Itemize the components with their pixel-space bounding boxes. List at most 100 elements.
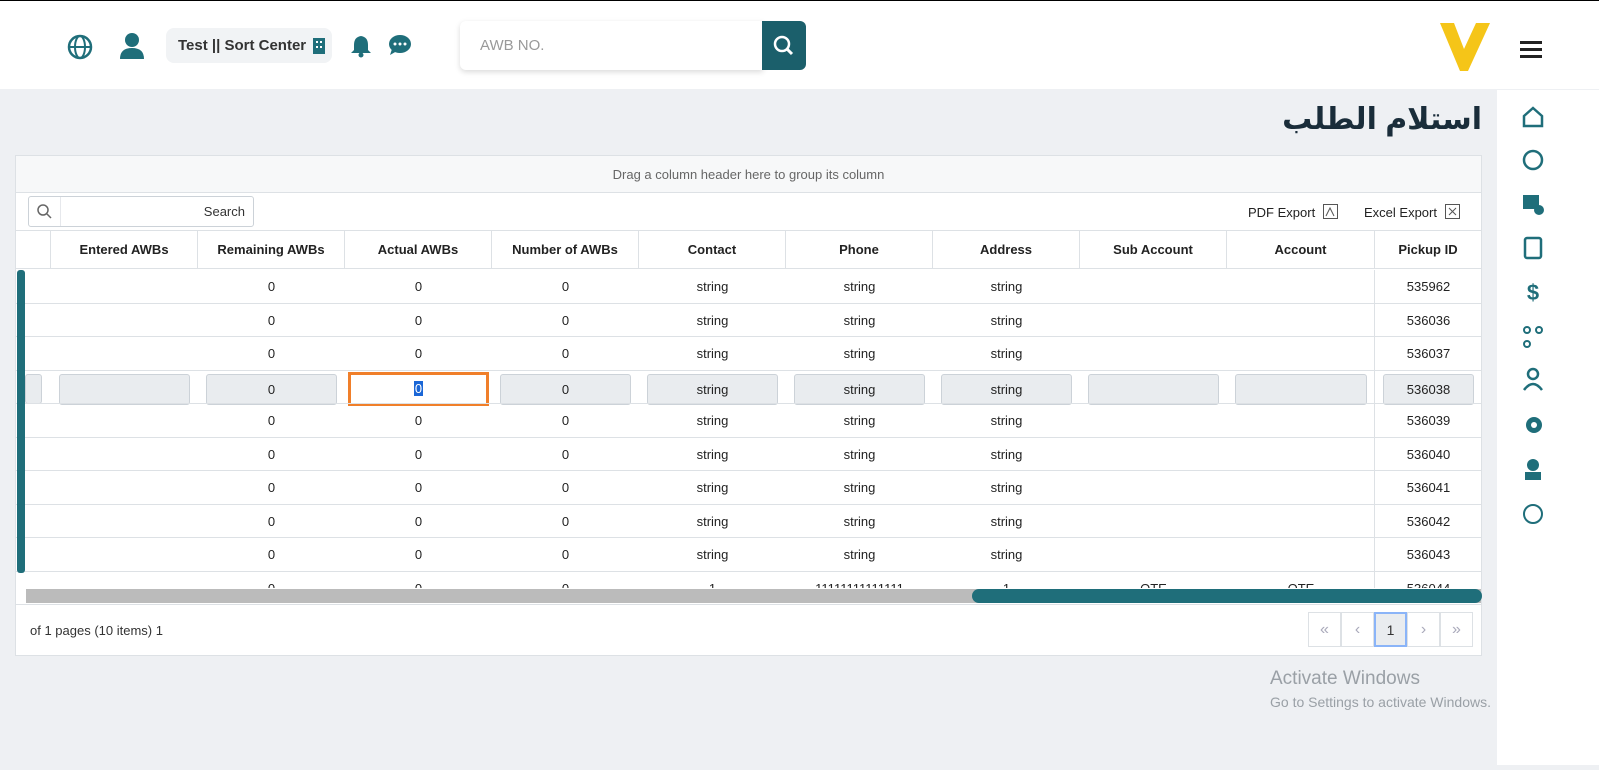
grid-cell: 0 (414, 513, 423, 529)
column-header[interactable]: Number of AWBs (492, 231, 639, 268)
building-icon (313, 37, 326, 54)
grid-cell: string (990, 547, 1023, 563)
search-icon (773, 35, 794, 56)
column-header[interactable]: Account (1227, 231, 1375, 268)
globe-icon[interactable] (66, 33, 94, 61)
grid-cell: string (696, 513, 729, 529)
page-button-active[interactable]: 1 (1374, 612, 1407, 647)
page-button[interactable]: » (1440, 612, 1473, 647)
grid-cell: 0 (561, 513, 570, 529)
edit-input[interactable]: string (941, 373, 1072, 405)
header-cell (26, 231, 51, 268)
page-button[interactable]: ‹ (1341, 612, 1374, 647)
column-header[interactable]: Actual AWBs (345, 231, 492, 268)
grid-cell: string (696, 413, 729, 429)
edit-input[interactable] (25, 373, 42, 404)
search-icon (37, 197, 61, 226)
row-separator (16, 403, 1481, 404)
grid-cell: string (696, 547, 729, 563)
row-separator (16, 336, 1481, 337)
row-separator (16, 302, 1481, 304)
awb-search[interactable]: AWB NO. (460, 21, 763, 70)
grid-cell: string (843, 413, 876, 429)
grid-search[interactable]: Search (28, 196, 254, 227)
search-button[interactable] (762, 21, 806, 70)
grid-cell: 536041 (1406, 480, 1451, 496)
excel-icon (1444, 204, 1460, 219)
grid-cell: string (843, 279, 876, 295)
edit-input[interactable] (59, 373, 190, 405)
grid-cell: 0 (198, 572, 345, 588)
pickup-separator (1374, 270, 1375, 588)
grid-cell: QTE (1227, 572, 1375, 588)
grid-body: 0 0 0 string string string 535962 0 0 0 string stri… (16, 270, 1481, 588)
chat-icon[interactable] (388, 34, 412, 56)
edit-input[interactable] (1088, 373, 1219, 405)
page-button[interactable]: « (1308, 612, 1341, 647)
pdf-export[interactable]: PDF Export (1248, 204, 1339, 220)
vertical-scrollbar[interactable] (17, 270, 25, 573)
pager-summary: of 1 pages (10 items) 1 (30, 623, 163, 638)
logo[interactable] (1438, 19, 1492, 73)
grid-cell: string (696, 279, 729, 295)
grid-cell: 0 (414, 446, 423, 462)
grid-cell: 0 (561, 279, 570, 295)
edit-input[interactable] (1235, 373, 1367, 405)
pdf-export-label: PDF Export (1248, 204, 1316, 220)
grid-cell: 535962 (1406, 279, 1451, 295)
column-header[interactable]: Remaining AWBs (198, 231, 345, 268)
edit-input[interactable]: string (647, 373, 778, 405)
bell-icon[interactable] (350, 34, 372, 58)
edit-input[interactable]: 0 (206, 373, 337, 405)
user-icon[interactable] (119, 32, 145, 60)
column-header[interactable]: Sub Account (1080, 231, 1227, 268)
grid-cell: 0 (267, 413, 276, 429)
grid-cell: 0 (414, 346, 423, 362)
grid-cell: 11111111111111 (786, 572, 933, 588)
grid-cell: 536044 (1375, 572, 1481, 588)
grid-cell: 0 (561, 413, 570, 429)
group-panel: Drag a column header here to group its c… (16, 156, 1481, 193)
grid-cell: 0 (414, 480, 423, 496)
org-name: Test || Sort Center (178, 37, 307, 54)
excel-export[interactable]: Excel Export (1364, 204, 1461, 220)
search-placeholder: AWB NO. (480, 37, 545, 54)
grid-cell: 536039 (1406, 413, 1451, 429)
org-badge[interactable]: Test || Sort Center (166, 28, 332, 63)
column-header[interactable]: Address (933, 231, 1080, 268)
edit-input[interactable]: 0 (500, 373, 631, 405)
grid-cell: 536036 (1406, 312, 1451, 328)
grid-cell: string (696, 312, 729, 328)
grid-cell: 0 (267, 480, 276, 496)
grid-cell: string (843, 547, 876, 563)
grid-cell: 0 (561, 547, 570, 563)
footer-line (16, 604, 1481, 605)
grid-cell: 0 (267, 547, 276, 563)
edit-input[interactable]: string (794, 373, 925, 405)
edit-input[interactable]: 536038 (1383, 373, 1474, 405)
column-header[interactable]: Phone (786, 231, 933, 268)
page-button[interactable]: › (1407, 612, 1440, 647)
menu-icon[interactable] (1520, 39, 1542, 59)
grid-cell: 0 (561, 312, 570, 328)
column-header[interactable]: Entered AWBs (51, 231, 198, 268)
column-header[interactable]: Pickup ID (1375, 231, 1482, 268)
horizontal-scrollbar[interactable] (972, 589, 1482, 603)
grid-cell: string (843, 513, 876, 529)
grid-cell: 0 (561, 446, 570, 462)
grid-cell: string (990, 446, 1023, 462)
grid-cell: 536037 (1406, 346, 1451, 362)
grid-cell: 536042 (1406, 513, 1451, 529)
row-separator (16, 570, 1481, 572)
grid-cell: 0 (414, 279, 423, 295)
row-separator (16, 470, 1481, 471)
column-header[interactable]: Contact (639, 231, 786, 268)
grid-cell: string (990, 480, 1023, 496)
grid-cell: 0 (414, 547, 423, 563)
grid-cell: 1 (639, 572, 786, 588)
grid-cell: 0 (345, 572, 492, 588)
edit-input-active[interactable]: 0 (348, 371, 489, 406)
grid-cell: 0 (267, 513, 276, 529)
row-separator (16, 369, 1481, 371)
